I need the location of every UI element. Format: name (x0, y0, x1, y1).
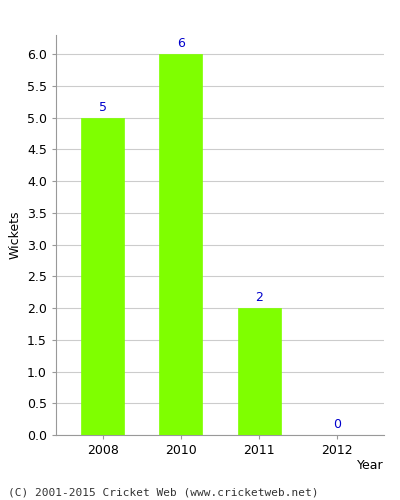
Y-axis label: Wickets: Wickets (8, 211, 22, 259)
Bar (160, 54, 202, 435)
Bar (81, 118, 124, 435)
Text: 2: 2 (255, 291, 263, 304)
X-axis label: Year: Year (357, 459, 384, 472)
Bar (238, 308, 280, 435)
Text: (C) 2001-2015 Cricket Web (www.cricketweb.net): (C) 2001-2015 Cricket Web (www.cricketwe… (8, 488, 318, 498)
Text: 0: 0 (333, 418, 341, 431)
Text: 5: 5 (99, 100, 107, 114)
Text: 6: 6 (177, 37, 185, 50)
